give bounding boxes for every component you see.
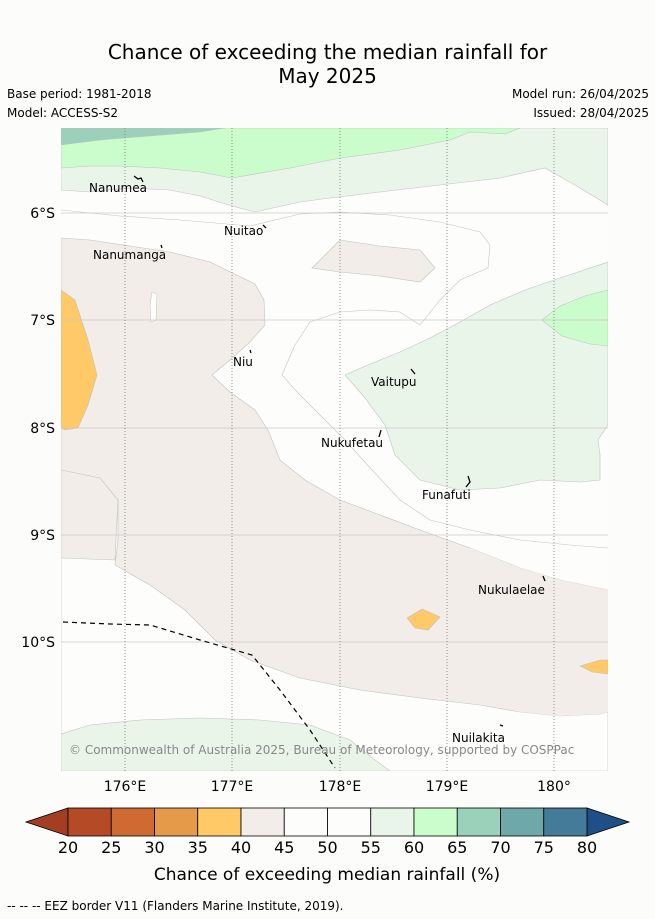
- lat-label-10s: 10°S: [21, 635, 55, 651]
- island-shapes: [133, 175, 546, 727]
- island-shape-nukufetau: [378, 429, 382, 438]
- title-line-1: Chance of exceeding the median rainfall …: [107, 40, 548, 64]
- island-shape-niu: [249, 349, 252, 354]
- island-label-nanumanga: Nanumanga: [93, 248, 166, 262]
- colorbar-segment-65-70: [456, 807, 501, 837]
- copyright-notice: © Commonwealth of Australia 2025, Bureau…: [69, 743, 574, 757]
- eez-footnote: -- -- -- EEZ border V11 (Flanders Marine…: [7, 899, 344, 913]
- latitude-axis-labels: 6°S 7°S 8°S 9°S 10°S: [21, 206, 55, 651]
- eez-border: [62, 621, 336, 769]
- island-shape-nuilakita: [499, 724, 504, 727]
- colorbar-segment-30-35: [154, 807, 199, 837]
- contour-60-65-east: [541, 289, 608, 347]
- map-title: Chance of exceeding the median rainfall …: [0, 40, 655, 88]
- contour-45-50-hole: [149, 291, 158, 323]
- island-shape-nukulaelae: [542, 575, 546, 582]
- base-period: Base period: 1981-2018: [7, 87, 152, 101]
- issued-date: Issued: 28/04/2025: [533, 106, 649, 120]
- lat-label-6s: 6°S: [30, 206, 55, 222]
- colorbar: 20 25 30 35 40 45 50 55 60 65 70 75 80: [24, 807, 631, 857]
- island-label-nuilakita: Nuilakita: [452, 731, 505, 745]
- longitude-gridlines: [124, 128, 555, 771]
- contour-40-45-north-patch: [311, 239, 436, 283]
- model-name: Model: ACCESS-S2: [7, 106, 119, 120]
- colorbar-segment-60-65: [413, 807, 458, 837]
- colorbar-tick-30: 30: [144, 838, 164, 857]
- colorbar-tick-50: 50: [317, 838, 337, 857]
- island-shape-nanumea: [133, 175, 144, 183]
- lon-label-177e: 177°E: [211, 779, 254, 795]
- colorbar-segment-20-25: [67, 807, 112, 837]
- title-line-2: May 2025: [278, 64, 377, 88]
- lat-label-8s: 8°S: [30, 421, 55, 437]
- colorbar-under-arrow: [24, 807, 69, 837]
- colorbar-tick-80: 80: [577, 838, 597, 857]
- contour-40-45-south-east: [470, 548, 608, 716]
- colorbar-tick-70: 70: [490, 838, 510, 857]
- island-shape-nuitao: [262, 224, 267, 229]
- island-labels: Nanumea Nuitao Nanumanga Niu Vaitupu Nuk…: [89, 181, 545, 745]
- contour-40-45-west: [61, 469, 119, 561]
- colorbar-tick-25: 25: [101, 838, 121, 857]
- lon-label-180: 180°: [537, 779, 571, 795]
- island-label-niu: Niu: [233, 355, 253, 369]
- colorbar-segment-50-55: [327, 807, 372, 837]
- colorbar-tick-55: 55: [361, 838, 381, 857]
- island-label-nukulaelae: Nukulaelae: [478, 583, 545, 597]
- colorbar-segment-35-40: [197, 807, 242, 837]
- lon-label-176e: 176°E: [104, 779, 147, 795]
- lat-label-9s: 9°S: [30, 528, 55, 544]
- contour-35-40-west: [61, 289, 98, 431]
- contour-60-65-north: [61, 128, 521, 179]
- colorbar-tick-60: 60: [404, 838, 424, 857]
- island-label-nuitao: Nuitao: [224, 224, 263, 238]
- colorbar-segment-25-30: [110, 807, 155, 837]
- latitude-gridlines: [61, 212, 608, 643]
- colorbar-label: Chance of exceeding median rainfall (%): [154, 865, 500, 885]
- contour-35-40-east: [579, 659, 608, 675]
- colorbar-tick-35: 35: [188, 838, 208, 857]
- lat-label-7s: 7°S: [30, 313, 55, 329]
- island-shape-nanumanga: [160, 244, 163, 249]
- longitude-axis-labels: 176°E 177°E 178°E 179°E 180°: [104, 779, 571, 795]
- lon-label-179e: 179°E: [426, 779, 469, 795]
- colorbar-over-arrow: [586, 807, 631, 837]
- colorbar-segment-40-45: [240, 807, 285, 837]
- colorbar-tick-65: 65: [447, 838, 467, 857]
- colorbar-segment-45-50: [283, 807, 328, 837]
- colorbar-tick-20: 20: [58, 838, 78, 857]
- colorbar-segment-75-80: [543, 807, 588, 837]
- colorbar-segment-70-75: [500, 807, 545, 837]
- contour-line-50-center: [61, 209, 608, 549]
- model-run: Model run: 26/04/2025: [511, 87, 649, 101]
- island-label-vaitupu: Vaitupu: [371, 375, 417, 389]
- island-label-nukufetau: Nukufetau: [321, 436, 383, 450]
- colorbar-tick-75: 75: [534, 838, 554, 857]
- rainfall-map: Nanumea Nuitao Nanumanga Niu Vaitupu Nuk…: [61, 128, 608, 771]
- contour-35-40-patch: [406, 608, 441, 631]
- contour-55-60-east: [344, 261, 608, 491]
- island-shape-funafuti: [465, 475, 471, 488]
- colorbar-segment-55-60: [370, 807, 415, 837]
- island-shape-vaitupu: [410, 368, 416, 375]
- colorbar-tick-45: 45: [274, 838, 294, 857]
- island-label-nanumea: Nanumea: [89, 181, 147, 195]
- island-label-funafuti: Funafuti: [422, 488, 471, 502]
- lon-label-178e: 178°E: [319, 779, 362, 795]
- contour-55-60-south: [61, 717, 391, 771]
- colorbar-tick-40: 40: [231, 838, 251, 857]
- contour-65-70-north: [61, 128, 226, 146]
